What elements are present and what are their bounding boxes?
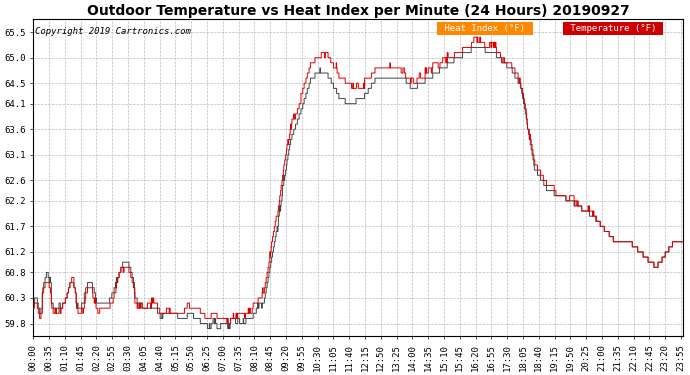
Text: Copyright 2019 Cartronics.com: Copyright 2019 Cartronics.com [34,27,190,36]
Text: Heat Index (°F): Heat Index (°F) [440,24,531,33]
Title: Outdoor Temperature vs Heat Index per Minute (24 Hours) 20190927: Outdoor Temperature vs Heat Index per Mi… [87,4,629,18]
Text: Temperature (°F): Temperature (°F) [564,24,661,33]
